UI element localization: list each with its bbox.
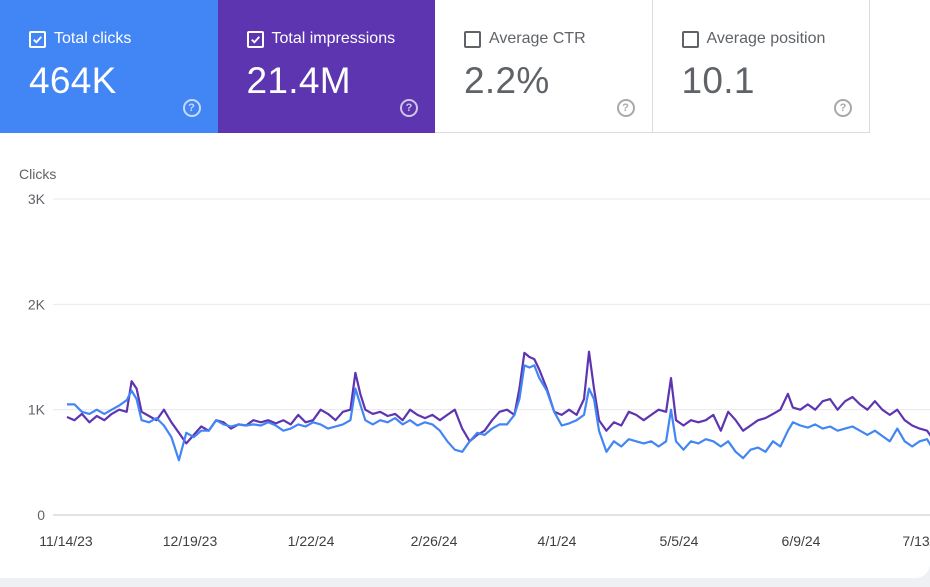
help-circle-icon[interactable]: ? [400,99,418,117]
metric-label: Average CTR [489,30,586,47]
x-tick-label: 12/19/23 [163,533,218,549]
metric-value: 21.4M [246,60,351,101]
y-tick-label: 2K [28,296,46,312]
x-tick-label: 6/9/24 [782,533,821,549]
clicks-chart: Clicks 0 1K 2K 3K 11/14/23 12/19/23 1/22/24 2/… [0,150,930,570]
metric-card-total-impressions[interactable]: Total impressions 21.4M ? [217,0,435,133]
line-chart[interactable]: Clicks 0 1K 2K 3K 11/14/23 12/19/23 1/22/24 2/… [0,150,930,570]
help-circle-icon[interactable]: ? [834,99,852,117]
y-tick-label: 3K [28,191,46,207]
series-line-impressions[interactable] [66,350,930,447]
metric-card-header: Average CTR [464,30,586,48]
y-axis-ticks: 0 1K 2K 3K [28,191,46,523]
x-tick-label: 2/26/24 [411,533,458,549]
metric-card-header: Average position [681,30,826,48]
metric-value: 464K [29,60,117,101]
unchecked-checkbox-icon[interactable] [464,30,481,48]
series-line-clicks[interactable] [67,364,930,462]
x-tick-label: 4/1/24 [538,533,577,549]
metric-card-average-ctr[interactable]: Average CTR 2.2% ? [435,0,653,133]
y-tick-label: 1K [28,402,46,418]
checked-checkbox-icon[interactable] [246,30,264,48]
metric-label: Total clicks [54,30,132,47]
y-axis-label: Clicks [19,166,56,182]
chart-series [66,350,930,462]
help-circle-icon[interactable]: ? [182,99,201,117]
x-axis-ticks: 11/14/23 12/19/23 1/22/24 2/26/24 4/1/24 5/5/… [39,533,930,549]
y-tick-label: 0 [37,507,45,523]
metric-card-total-clicks[interactable]: Total clicks 464K ? [0,0,218,133]
x-tick-label: 1/22/24 [288,533,335,549]
metric-value: 2.2% [464,60,550,101]
x-tick-label: 7/13/ [902,533,930,549]
help-circle-icon[interactable]: ? [616,99,635,117]
gridlines [53,198,930,516]
metric-cards: Total clicks 464K ? Total impressions 21… [0,0,870,133]
x-tick-label: 5/5/24 [660,533,699,549]
metric-card-header: Total clicks [29,30,131,48]
metric-value: 10.1 [681,60,755,101]
unchecked-checkbox-icon[interactable] [681,30,699,48]
metric-label: Total impressions [271,30,396,47]
metric-card-header: Total impressions [246,30,396,48]
metric-label: Average position [706,30,826,47]
checked-checkbox-icon[interactable] [29,30,46,48]
metric-card-average-position[interactable]: Average position 10.1 ? [652,0,870,133]
x-tick-label: 11/14/23 [39,533,93,549]
